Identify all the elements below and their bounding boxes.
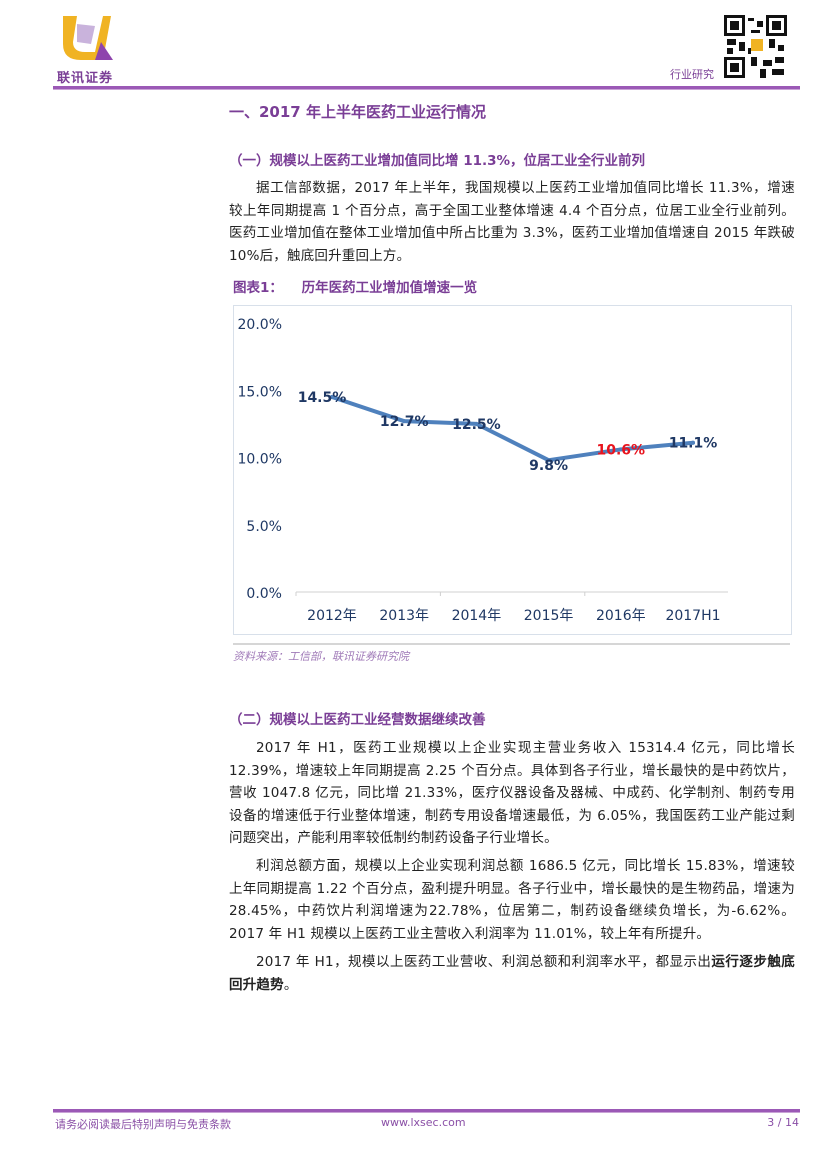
paragraph-text: 2017 年 H1，规模以上医药工业营收、利润总额和利润率水平，都显示出 xyxy=(256,954,712,970)
section1-heading: （一）规模以上医药工业增加值同比增 11.3%，位居工业全行业前列 xyxy=(229,153,646,169)
x-tick-label: 2012年 xyxy=(307,608,357,624)
data-label: 12.7% xyxy=(380,414,429,430)
x-tick-label: 2013年 xyxy=(379,608,429,624)
section2-heading: （二）规模以上医药工业经营数据继续改善 xyxy=(229,712,486,728)
qr-code-icon xyxy=(724,15,787,78)
y-tick-label: 15.0% xyxy=(238,384,282,400)
y-tick-label: 0.0% xyxy=(246,586,282,602)
data-label: 11.1% xyxy=(669,436,718,452)
x-tick-label: 2015年 xyxy=(524,608,574,624)
x-tick-label: 2017H1 xyxy=(665,608,720,624)
section1-paragraph: 据工信部数据，2017 年上半年，我国规模以上医药工业增加值同比增长 11.3%… xyxy=(229,180,795,264)
paragraph-emphasis: 运行逐步触底回升趋势 xyxy=(229,954,795,993)
header-rule xyxy=(53,86,800,90)
y-tick-label: 10.0% xyxy=(238,452,282,468)
data-point xyxy=(546,458,551,463)
data-point xyxy=(474,421,479,426)
brand-logo xyxy=(63,16,113,60)
data-label: 10.6% xyxy=(597,442,646,458)
paragraph-end: 。 xyxy=(283,976,298,993)
data-point xyxy=(402,419,407,424)
footer-website-link[interactable]: www.lxsec.com xyxy=(381,1116,466,1129)
data-series-line xyxy=(330,394,695,463)
data-point xyxy=(330,394,334,399)
section2-paragraph-3: 2017 年 H1，规模以上医药工业营收、利润总额和利润率水平，都显示出运行逐步… xyxy=(229,951,795,996)
x-tick-label: 2014年 xyxy=(452,608,502,624)
figure-rule xyxy=(233,643,790,645)
footer-disclaimer[interactable]: 请务必阅读最后特别声明与免责条款 xyxy=(55,1118,231,1131)
chart-frame xyxy=(233,305,792,635)
footer-page-number: 3 / 14 xyxy=(767,1116,799,1129)
brand-name: 联讯证券 xyxy=(57,71,114,86)
y-tick-label: 20.0% xyxy=(238,317,282,333)
data-label: 9.8% xyxy=(529,458,568,474)
footer-rule xyxy=(53,1109,800,1113)
figure-source: 资料来源：工信部，联讯证券研究院 xyxy=(233,650,409,663)
y-tick-label: 5.0% xyxy=(246,519,282,535)
data-label: 14.5% xyxy=(298,390,347,406)
line-chart: 0.0% 5.0% 10.0% 15.0% 20.0% 2012年 2013年 2014年 20… xyxy=(238,317,728,624)
section-label: 行业研究 xyxy=(670,68,714,81)
x-tick-label: 2016年 xyxy=(596,608,646,624)
data-point xyxy=(618,447,623,452)
section2-paragraph-1: 2017 年 H1，医药工业规模以上企业实现主营业务收入 15314.4 亿元，… xyxy=(229,740,795,846)
data-label: 12.5% xyxy=(452,417,501,433)
figure-caption: 图表1： 历年医药工业增加值增速一览 xyxy=(233,276,477,296)
figure-caption-label: 图表1： xyxy=(233,280,283,296)
section2-paragraph-2: 利润总额方面，规模以上企业实现利润总额 1686.5 亿元，同比增长 15.83… xyxy=(229,858,795,942)
figure-caption-title: 历年医药工业增加值增速一览 xyxy=(301,280,478,296)
data-point xyxy=(691,440,695,445)
page-title: 一、2017 年上半年医药工业运行情况 xyxy=(229,103,486,121)
